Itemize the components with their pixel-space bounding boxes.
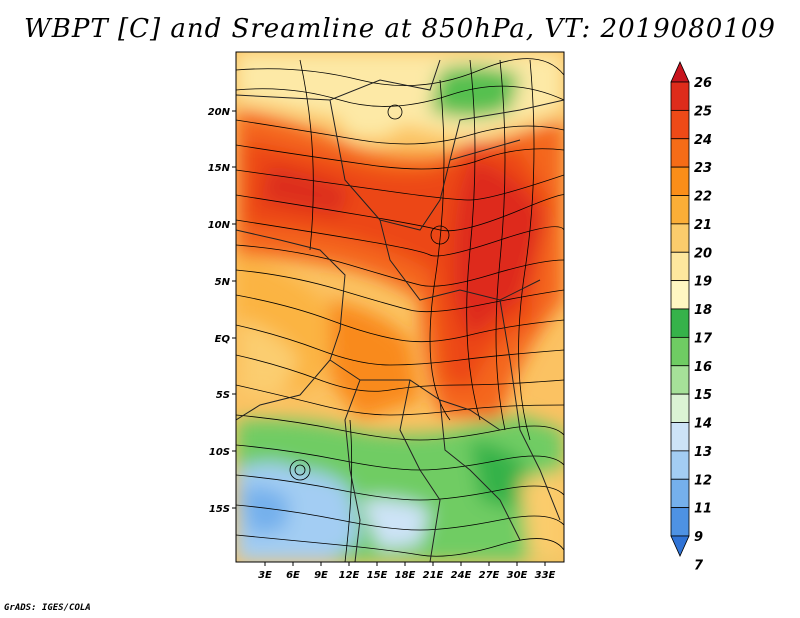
colorbar-label: 14 bbox=[694, 417, 712, 432]
latitude-axis: 20N 15N 10N 5N EQ 5S 10S 15S bbox=[208, 107, 236, 515]
colorbar-swatch bbox=[670, 535, 690, 557]
lon-tick-label: 33E bbox=[535, 570, 556, 581]
colorbar-label: 22 bbox=[694, 190, 712, 205]
colorbar-label: 19 bbox=[694, 275, 712, 290]
colorbar-label: 25 bbox=[694, 104, 712, 119]
colorbar-swatch bbox=[670, 81, 690, 111]
colorbar-label: 12 bbox=[694, 473, 712, 488]
colorbar: 26 25 24 23 22 21 20 19 18 17 16 15 14 13 12 11 9 7 bbox=[670, 61, 713, 573]
colorbar-label: 21 bbox=[694, 218, 712, 233]
colorbar-label: 23 bbox=[694, 161, 712, 176]
lat-tick-label: EQ bbox=[215, 334, 231, 345]
colorbar-swatch bbox=[670, 393, 690, 423]
lon-tick-label: 6E bbox=[286, 570, 300, 581]
colorbar-label: 15 bbox=[694, 388, 712, 403]
colorbar-label: 11 bbox=[694, 502, 712, 517]
colorbar-label: 9 bbox=[694, 530, 703, 545]
colorbar-label: 24 bbox=[694, 133, 712, 148]
lat-tick-label: 10N bbox=[208, 220, 231, 231]
colorbar-swatch bbox=[670, 166, 690, 196]
colorbar-swatch bbox=[670, 280, 690, 310]
colorbar-swatch bbox=[670, 478, 690, 509]
colorbar-label: 26 bbox=[694, 76, 712, 91]
colorbar-swatch bbox=[670, 223, 690, 253]
lon-tick-label: 3E bbox=[258, 570, 272, 581]
lon-tick-label: 12E bbox=[339, 570, 360, 581]
colorbar-label: 18 bbox=[694, 303, 712, 318]
lon-tick-label: 15E bbox=[367, 570, 388, 581]
colorbar-swatch bbox=[670, 336, 690, 367]
lon-tick-label: 24E bbox=[451, 570, 472, 581]
lon-tick-label: 9E bbox=[314, 570, 328, 581]
chart-title: WBPT [C] and Sreamline at 850hPa, VT: 20… bbox=[24, 14, 776, 44]
lat-tick-label: 5S bbox=[216, 390, 230, 401]
lat-tick-label: 15N bbox=[208, 163, 231, 174]
lon-tick-label: 18E bbox=[395, 570, 416, 581]
colorbar-label: 17 bbox=[694, 331, 713, 346]
colorbar-swatch bbox=[670, 422, 690, 452]
colorbar-label: 16 bbox=[694, 360, 712, 375]
colorbar-label: 20 bbox=[694, 246, 712, 261]
colorbar-swatch bbox=[670, 195, 690, 225]
lat-tick-label: 10S bbox=[209, 447, 230, 458]
lat-tick-label: 5N bbox=[215, 277, 231, 288]
lat-tick-label: 15S bbox=[209, 504, 230, 515]
colorbar-swatch bbox=[670, 251, 690, 282]
colorbar-swatch bbox=[670, 138, 690, 168]
longitude-axis: 3E 6E 9E 12E 15E 18E 21E 24E 27E 30E 33E bbox=[258, 562, 556, 581]
lat-tick-label: 20N bbox=[208, 107, 231, 118]
country-borders bbox=[236, 59, 564, 562]
colorbar-swatch bbox=[670, 450, 690, 480]
lon-tick-label: 27E bbox=[479, 570, 500, 581]
colorbar-swatch bbox=[670, 61, 690, 83]
colorbar-swatch bbox=[670, 365, 690, 395]
colorbar-swatch bbox=[670, 308, 690, 338]
map-frame bbox=[235, 51, 565, 563]
colorbar-label: 13 bbox=[694, 445, 712, 460]
colorbar-swatch bbox=[670, 507, 690, 537]
colorbar-swatch bbox=[670, 109, 690, 140]
lon-tick-label: 30E bbox=[507, 570, 528, 581]
colorbar-label: 7 bbox=[694, 558, 704, 573]
lon-tick-label: 21E bbox=[423, 570, 444, 581]
grads-credit: GrADS: IGES/COLA bbox=[4, 603, 91, 613]
